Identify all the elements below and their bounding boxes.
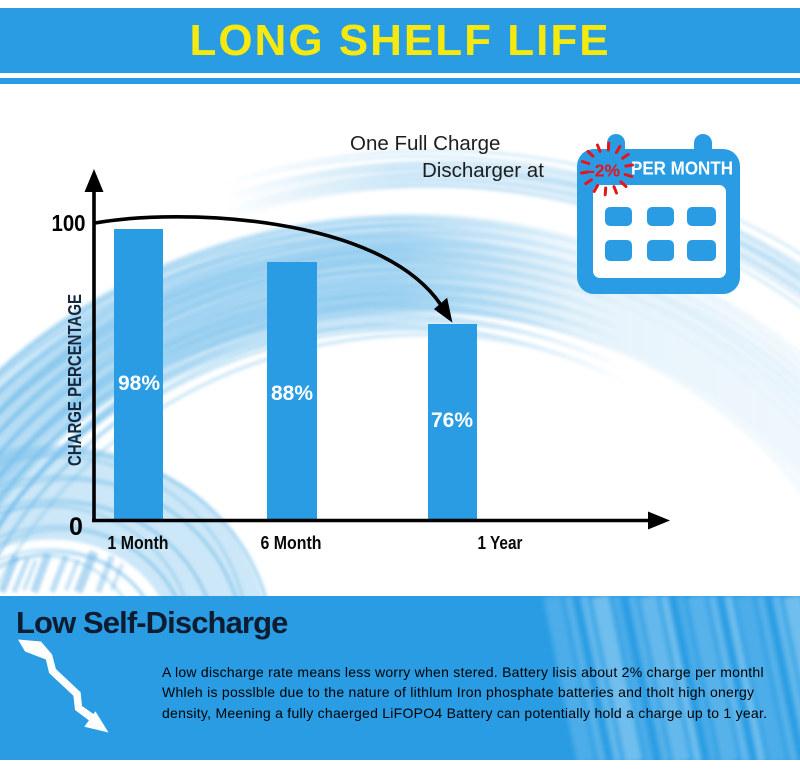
svg-text:98%: 98% bbox=[118, 372, 160, 395]
svg-text:88%: 88% bbox=[271, 382, 313, 405]
svg-text:1 Month: 1 Month bbox=[108, 533, 169, 553]
svg-text:100: 100 bbox=[52, 210, 86, 236]
svg-text:0: 0 bbox=[69, 513, 83, 541]
svg-text:PER MONTH: PER MONTH bbox=[631, 159, 733, 179]
svg-text:-2%: -2% bbox=[589, 161, 621, 181]
svg-text:CHARGE PERCENTAGE: CHARGE PERCENTAGE bbox=[65, 294, 85, 466]
svg-text:76%: 76% bbox=[431, 409, 473, 432]
svg-text:6 Month: 6 Month bbox=[261, 533, 322, 553]
svg-text:1 Year: 1 Year bbox=[478, 533, 523, 553]
